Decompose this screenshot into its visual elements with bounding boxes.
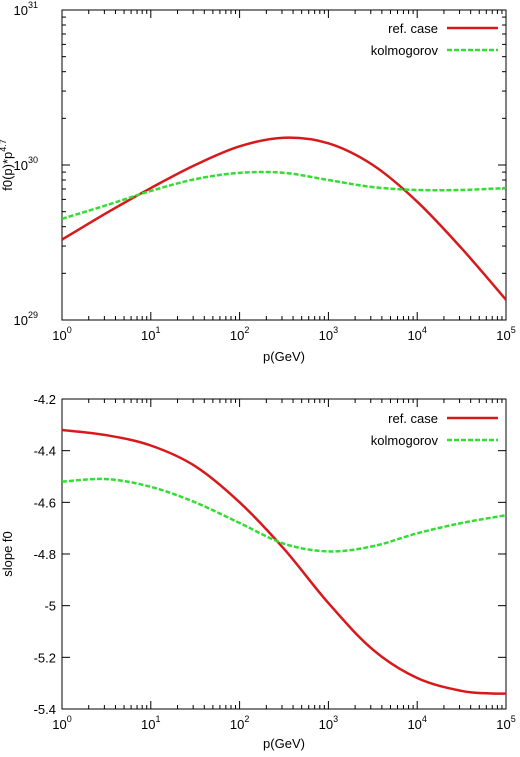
- x-tick-label: 105: [496, 714, 515, 732]
- y-tick-label: 1031: [14, 0, 38, 18]
- x-tick-label-base: 10: [52, 328, 66, 343]
- x-tick-label: 105: [496, 325, 515, 343]
- x-tick-label: 101: [141, 325, 160, 343]
- y-axis-label: slope f0: [0, 531, 15, 577]
- x-axis-label: p(GeV): [263, 349, 305, 364]
- x-tick-label-base: 10: [496, 328, 510, 343]
- y-tick-label: -4.4: [34, 444, 56, 459]
- y-tick-label: -5: [44, 599, 56, 614]
- x-tick-label-exp: 4: [422, 714, 427, 724]
- legend-label: kolmogorov: [371, 433, 439, 448]
- y-tick-label-exp: 29: [28, 310, 38, 320]
- x-tick-label-exp: 0: [67, 714, 72, 724]
- x-tick-label-exp: 0: [67, 325, 72, 335]
- y-ticks: [62, 398, 506, 710]
- x-tick-label-base: 10: [230, 328, 244, 343]
- series-group: [62, 136, 506, 301]
- x-tick-label-base: 10: [319, 717, 333, 732]
- x-tick-label-base: 10: [230, 717, 244, 732]
- series-line-ref-case: [62, 136, 506, 301]
- y-axis-label: f0(p)*p4.7: [0, 139, 15, 191]
- x-tick-label-exp: 5: [511, 714, 516, 724]
- plot-frame: [61, 398, 507, 710]
- legend: ref. case kolmogorov: [371, 21, 498, 58]
- legend-label: ref. case: [388, 411, 438, 426]
- x-tick-label-base: 10: [141, 717, 155, 732]
- y-tick-label: 1030: [14, 155, 38, 173]
- x-tick-label-exp: 1: [156, 714, 161, 724]
- x-tick-label-exp: 3: [333, 325, 338, 335]
- y-ticks: [62, 9, 506, 321]
- plot-frame: [61, 9, 507, 321]
- y-tick-label-base: 10: [14, 313, 28, 328]
- x-tick-label-base: 10: [496, 717, 510, 732]
- x-tick-label: 103: [319, 325, 338, 343]
- x-tick-label: 104: [407, 325, 426, 343]
- x-ticks: [61, 10, 507, 320]
- series-line-kolmogorov: [62, 477, 506, 553]
- x-tick-label: 104: [407, 714, 426, 732]
- series-line-ref-case: [62, 428, 506, 695]
- x-tick-label-exp: 1: [156, 325, 161, 335]
- legend-label: ref. case: [388, 21, 438, 36]
- x-tick-label: 100: [52, 325, 71, 343]
- legend-label: kolmogorov: [371, 43, 439, 58]
- x-tick-label: 102: [230, 714, 249, 732]
- x-tick-label-exp: 4: [422, 325, 427, 335]
- legend: ref. case kolmogorov: [371, 411, 498, 448]
- x-axis-label: p(GeV): [263, 736, 305, 751]
- x-tick-label-exp: 5: [511, 325, 516, 335]
- y-tick-label-base: 10: [14, 158, 28, 173]
- x-tick-label-exp: 2: [244, 714, 249, 724]
- y-tick-label-exp: 31: [28, 0, 38, 10]
- x-tick-label-exp: 3: [333, 714, 338, 724]
- chart-panel-1: 100 101 102 103 104 105102910301031p(GeV)f0(p…: [0, 0, 516, 364]
- x-tick-label-base: 10: [407, 717, 421, 732]
- y-tick-label-base: 10: [14, 3, 28, 18]
- x-ticks: [61, 399, 507, 709]
- series-line-kolmogorov: [62, 170, 506, 220]
- y-tick-label: -5.2: [34, 650, 56, 665]
- y-tick-label: -4.6: [34, 495, 56, 510]
- x-tick-label-base: 10: [407, 328, 421, 343]
- series-group: [62, 428, 506, 695]
- chart-panel-2: 100 101 102 103 104 105-4.2-4.4-4.6-4.8-5-5.2…: [0, 392, 516, 751]
- x-tick-label: 100: [52, 714, 71, 732]
- x-tick-label-base: 10: [141, 328, 155, 343]
- y-tick-label: -4.2: [34, 392, 56, 407]
- x-tick-label-exp: 2: [244, 325, 249, 335]
- y-tick-label-exp: 30: [28, 155, 38, 165]
- x-tick-label-base: 10: [52, 717, 66, 732]
- y-tick-label: -5.4: [34, 702, 56, 717]
- x-tick-label-base: 10: [319, 328, 333, 343]
- x-tick-label: 101: [141, 714, 160, 732]
- y-tick-label: -4.8: [34, 547, 56, 562]
- y-tick-label: 1029: [14, 310, 38, 328]
- x-tick-label: 102: [230, 325, 249, 343]
- x-tick-label: 103: [319, 714, 338, 732]
